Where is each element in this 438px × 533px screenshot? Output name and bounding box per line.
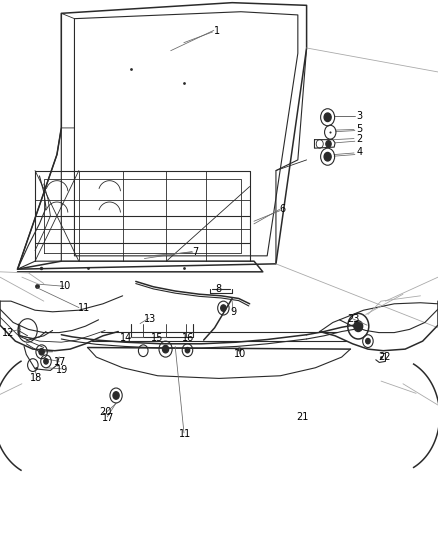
Text: 9: 9	[231, 307, 237, 317]
Text: 5: 5	[356, 124, 362, 134]
Text: 2: 2	[356, 134, 362, 143]
Circle shape	[39, 349, 44, 355]
Text: 21: 21	[296, 412, 308, 422]
Text: 4: 4	[356, 148, 362, 157]
Text: 8: 8	[215, 284, 221, 294]
Circle shape	[185, 348, 190, 353]
Text: 12: 12	[2, 328, 14, 337]
Circle shape	[354, 321, 363, 332]
Text: 19: 19	[56, 365, 68, 375]
Circle shape	[324, 113, 331, 122]
Circle shape	[366, 338, 370, 344]
Circle shape	[326, 141, 331, 147]
Text: 13: 13	[144, 314, 156, 324]
Text: 11: 11	[179, 430, 191, 439]
Text: 15: 15	[151, 333, 163, 343]
Circle shape	[162, 345, 169, 353]
Circle shape	[324, 152, 331, 161]
Text: 7: 7	[192, 247, 198, 256]
Text: 22: 22	[378, 352, 391, 362]
Text: 6: 6	[279, 204, 286, 214]
Text: 11: 11	[78, 303, 90, 312]
Text: 14: 14	[120, 333, 132, 343]
Text: 3: 3	[356, 111, 362, 121]
Text: 17: 17	[54, 358, 66, 367]
Text: 20: 20	[99, 407, 111, 417]
Circle shape	[221, 305, 226, 311]
Text: 23: 23	[348, 314, 360, 324]
Text: 18: 18	[30, 374, 42, 383]
Text: 16: 16	[182, 333, 194, 343]
Text: 1: 1	[214, 26, 220, 36]
Text: 10: 10	[59, 281, 71, 291]
Text: 10: 10	[233, 349, 246, 359]
Circle shape	[44, 359, 48, 364]
Circle shape	[113, 392, 119, 399]
Text: 17: 17	[102, 414, 114, 423]
